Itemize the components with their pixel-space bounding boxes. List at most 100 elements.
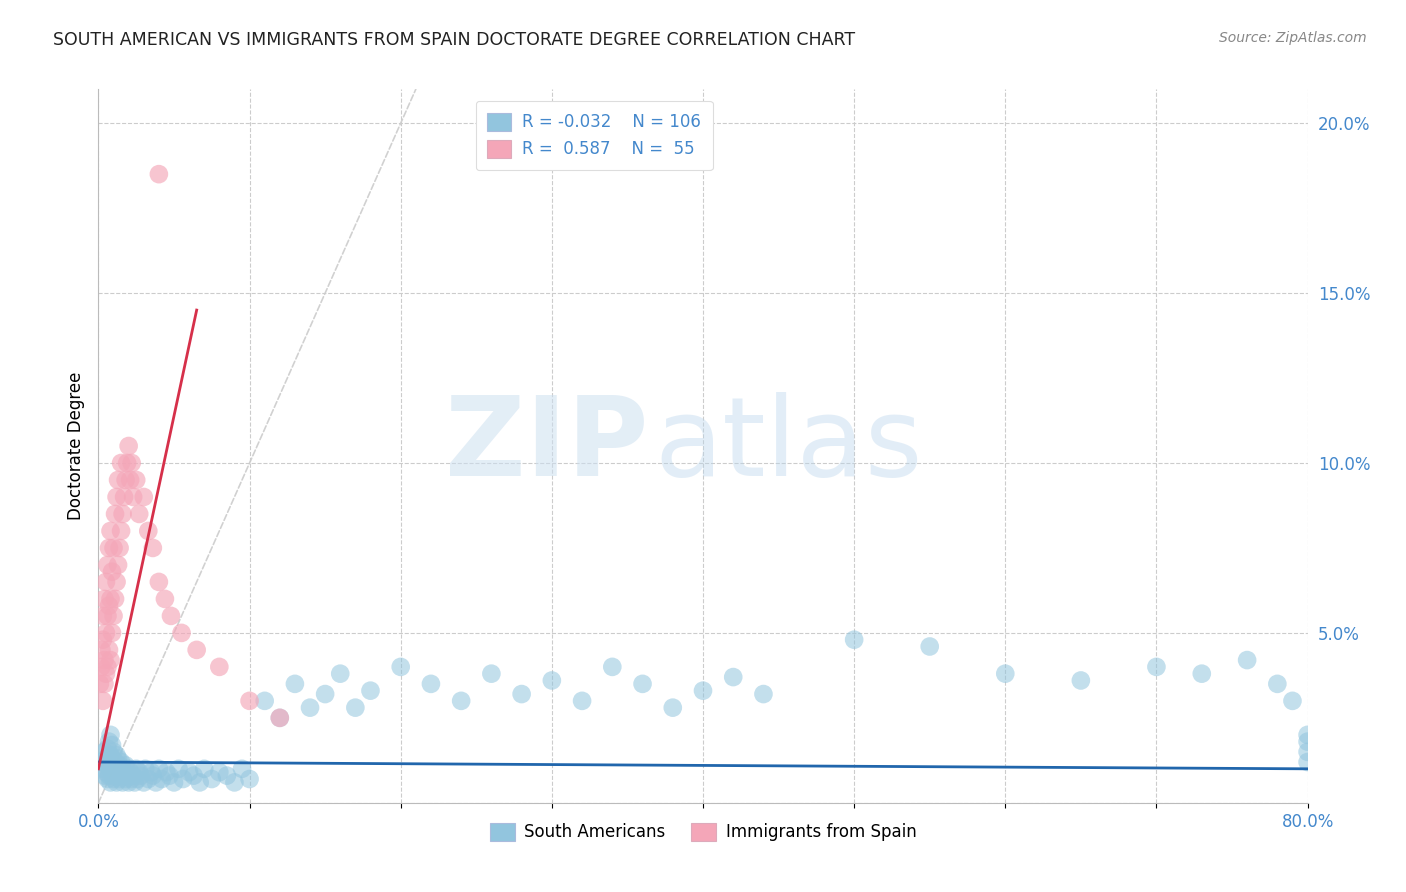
- Point: [136, 524, 159, 538]
- Point: [118, 762, 141, 776]
- Point: [96, 741, 118, 756]
- Point: [269, 711, 291, 725]
- Point: [110, 524, 132, 538]
- Point: [215, 769, 238, 783]
- Point: [107, 473, 129, 487]
- Point: [125, 473, 148, 487]
- Point: [100, 762, 122, 776]
- Point: [104, 591, 127, 606]
- Point: [115, 456, 138, 470]
- Point: [239, 694, 262, 708]
- Point: [450, 694, 472, 708]
- Point: [918, 640, 941, 654]
- Point: [148, 167, 170, 181]
- Point: [129, 769, 152, 783]
- Point: [481, 666, 503, 681]
- Point: [90, 643, 112, 657]
- Point: [170, 626, 193, 640]
- Point: [602, 660, 624, 674]
- Point: [94, 626, 117, 640]
- Point: [510, 687, 533, 701]
- Point: [186, 643, 208, 657]
- Point: [167, 762, 190, 776]
- Point: [1296, 745, 1319, 759]
- Point: [108, 772, 131, 786]
- Point: [208, 765, 231, 780]
- Point: [121, 456, 143, 470]
- Point: [94, 751, 117, 765]
- Point: [100, 748, 122, 763]
- Point: [183, 769, 205, 783]
- Point: [93, 653, 115, 667]
- Point: [120, 473, 142, 487]
- Point: [100, 775, 122, 789]
- Point: [94, 666, 117, 681]
- Point: [179, 765, 201, 780]
- Point: [105, 762, 128, 776]
- Point: [299, 700, 322, 714]
- Point: [239, 772, 262, 786]
- Point: [142, 541, 165, 555]
- Point: [103, 745, 125, 759]
- Point: [115, 769, 138, 783]
- Point: [93, 677, 115, 691]
- Point: [118, 439, 141, 453]
- Point: [122, 490, 145, 504]
- Point: [90, 755, 112, 769]
- Point: [1191, 666, 1213, 681]
- Point: [110, 755, 132, 769]
- Point: [98, 755, 121, 769]
- Point: [104, 769, 127, 783]
- Y-axis label: Doctorate Degree: Doctorate Degree: [66, 372, 84, 520]
- Point: [96, 558, 118, 572]
- Text: Source: ZipAtlas.com: Source: ZipAtlas.com: [1219, 31, 1367, 45]
- Point: [104, 507, 127, 521]
- Point: [1144, 660, 1167, 674]
- Point: [100, 653, 122, 667]
- Point: [1296, 734, 1319, 748]
- Point: [90, 660, 112, 674]
- Point: [284, 677, 307, 691]
- Point: [314, 687, 336, 701]
- Point: [105, 775, 128, 789]
- Point: [107, 751, 129, 765]
- Point: [101, 738, 124, 752]
- Point: [112, 490, 135, 504]
- Point: [145, 775, 167, 789]
- Point: [231, 762, 253, 776]
- Point: [118, 775, 141, 789]
- Point: [121, 772, 143, 786]
- Point: [253, 694, 276, 708]
- Point: [93, 769, 115, 783]
- Point: [101, 765, 124, 780]
- Point: [93, 591, 115, 606]
- Point: [104, 755, 127, 769]
- Point: [91, 694, 114, 708]
- Point: [631, 677, 654, 691]
- Point: [100, 728, 122, 742]
- Point: [420, 677, 443, 691]
- Point: [101, 626, 124, 640]
- Point: [93, 745, 115, 759]
- Point: [110, 456, 132, 470]
- Text: SOUTH AMERICAN VS IMMIGRANTS FROM SPAIN DOCTORATE DEGREE CORRELATION CHART: SOUTH AMERICAN VS IMMIGRANTS FROM SPAIN …: [53, 31, 856, 49]
- Point: [105, 748, 128, 763]
- Point: [89, 677, 111, 691]
- Point: [571, 694, 593, 708]
- Point: [128, 507, 150, 521]
- Point: [98, 734, 121, 748]
- Point: [108, 541, 131, 555]
- Point: [132, 775, 155, 789]
- Point: [108, 758, 131, 772]
- Point: [148, 762, 170, 776]
- Point: [91, 762, 114, 776]
- Point: [134, 762, 156, 776]
- Point: [107, 765, 129, 780]
- Point: [208, 660, 231, 674]
- Point: [96, 758, 118, 772]
- Point: [98, 769, 121, 783]
- Point: [98, 541, 121, 555]
- Point: [193, 762, 215, 776]
- Point: [136, 772, 159, 786]
- Point: [101, 751, 124, 765]
